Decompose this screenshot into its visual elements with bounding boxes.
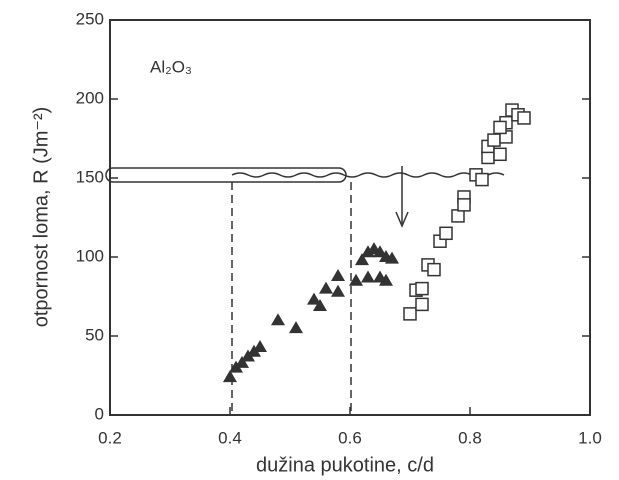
square-point xyxy=(439,226,453,241)
triangle-point xyxy=(385,251,399,264)
x-tick-label: 0.4 xyxy=(218,428,242,447)
square-point xyxy=(451,209,465,223)
annotation: Al₂O₃ xyxy=(150,57,192,76)
y-tick-label: 50 xyxy=(85,325,104,344)
triangle-point xyxy=(313,298,327,311)
square-point xyxy=(481,150,495,165)
square-point xyxy=(415,281,429,296)
triangle-point xyxy=(373,245,387,258)
specimen-bar xyxy=(105,167,347,183)
square-point xyxy=(457,198,471,212)
triangle-point xyxy=(235,355,249,368)
triangle-point xyxy=(355,253,369,266)
y-tick-label: 100 xyxy=(76,246,104,265)
x-tick-label: 0.2 xyxy=(98,428,122,447)
triangle-point xyxy=(289,321,303,334)
y-tick-label: 250 xyxy=(76,9,104,28)
x-tick-label: 0.8 xyxy=(458,428,482,447)
square-point xyxy=(493,120,507,135)
y-axis-label: otpornost loma, R (Jm⁻²) xyxy=(30,107,52,328)
square-point xyxy=(427,262,441,277)
triangle-point xyxy=(349,273,363,286)
square-point xyxy=(487,133,501,147)
crack-line xyxy=(231,172,505,178)
x-tick-label: 1.0 xyxy=(578,428,602,447)
square-point xyxy=(475,172,489,187)
square-point xyxy=(517,111,531,125)
plot-frame xyxy=(109,19,591,416)
specimen-schematic xyxy=(105,166,505,415)
y-tick-label: 150 xyxy=(76,167,104,186)
x-axis-label: dužina pukotine, c/d xyxy=(256,454,434,476)
square-point xyxy=(415,297,429,312)
x-tick-label: 0.6 xyxy=(338,428,362,447)
triangle-point xyxy=(361,270,375,283)
y-tick-label: 200 xyxy=(76,88,104,107)
arrow-head xyxy=(395,211,409,228)
square-point xyxy=(403,307,417,321)
triangle-point xyxy=(271,313,285,326)
triangle-point xyxy=(319,281,333,294)
triangle-point xyxy=(331,268,345,281)
triangle-point xyxy=(307,292,321,305)
triangle-point xyxy=(331,284,345,297)
triangle-point xyxy=(361,245,375,258)
y-tick-label: 0 xyxy=(95,404,104,423)
square-point xyxy=(493,147,507,162)
triangle-point xyxy=(379,273,393,286)
triangle-point xyxy=(223,370,237,383)
triangle-point xyxy=(253,340,267,353)
